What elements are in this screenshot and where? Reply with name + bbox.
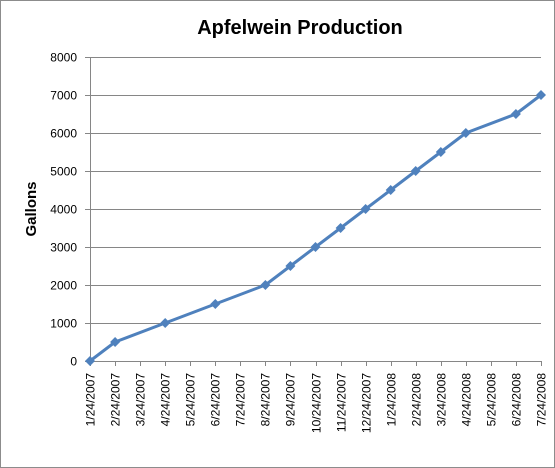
x-tick-label-4: 4/24/2007 — [159, 373, 173, 427]
y-tick-label-7000: 7000 — [50, 89, 77, 103]
x-tick-label-9: 9/24/2007 — [284, 373, 298, 427]
axes — [90, 57, 542, 366]
data-point-6 — [285, 261, 296, 271]
data-point-11 — [410, 166, 421, 176]
x-tick-label-15: 3/24/2008 — [435, 373, 449, 427]
y-tick-label-4000: 4000 — [50, 203, 77, 217]
x-tick-label-18: 6/24/2008 — [510, 373, 524, 427]
x-tick-label-1: 1/24/2007 — [84, 373, 98, 427]
data-point-7 — [310, 242, 321, 252]
x-tick-label-10: 10/24/2007 — [310, 373, 324, 433]
x-tick-label-11: 11/24/2007 — [335, 373, 349, 432]
chart-title: Apfelwein Production — [197, 17, 403, 39]
y-tick-label-3000: 3000 — [50, 241, 77, 255]
x-tick-label-7: 7/24/2007 — [234, 373, 248, 427]
y-tick-label-8000: 8000 — [50, 51, 77, 65]
data-point-8 — [335, 223, 346, 233]
x-tick-label-6: 6/24/2007 — [209, 373, 223, 427]
data-point-2 — [110, 337, 121, 347]
x-tick-label-2: 2/24/2007 — [109, 373, 123, 427]
x-tick-label-13: 1/24/2008 — [385, 373, 399, 427]
x-tick-label-8: 8/24/2007 — [259, 373, 273, 427]
x-tick-label-12: 12/24/2007 — [360, 373, 374, 433]
data-point-12 — [435, 147, 446, 157]
data-point-9 — [360, 204, 371, 214]
data-point-15 — [536, 90, 546, 100]
x-tick-label-5: 5/24/2007 — [184, 373, 198, 427]
y-tick-label-1000: 1000 — [50, 317, 77, 331]
x-tick-label-19: 7/24/2008 — [535, 373, 549, 427]
y-axis-title: Gallons — [23, 181, 40, 236]
data-point-13 — [460, 128, 471, 138]
x-tick-label-14: 2/24/2008 — [410, 373, 424, 427]
data-point-3 — [160, 318, 171, 328]
series-layer — [85, 90, 546, 366]
y-tick-label-2000: 2000 — [50, 279, 77, 293]
gridlines — [85, 57, 541, 362]
data-point-1 — [85, 356, 95, 366]
y-tick-label-6000: 6000 — [50, 127, 77, 141]
y-tick-label-0: 0 — [70, 355, 77, 369]
series-line-1 — [89, 93, 542, 363]
x-tick-labels: 1/24/2007 2/24/2007 3/24/2007 4/24/2007 5/24… — [84, 373, 549, 433]
y-tick-labels: 0 1000 2000 3000 4000 5000 6000 7000 8000 — [50, 51, 77, 369]
data-point-10 — [385, 185, 396, 195]
x-tick-label-16: 4/24/2008 — [460, 373, 474, 427]
data-point-5 — [260, 280, 271, 290]
data-point-4 — [210, 299, 221, 309]
x-tick-label-3: 3/24/2007 — [134, 373, 148, 427]
x-tick-label-17: 5/24/2008 — [485, 373, 499, 427]
y-tick-label-5000: 5000 — [50, 165, 77, 179]
data-point-14 — [510, 109, 521, 119]
